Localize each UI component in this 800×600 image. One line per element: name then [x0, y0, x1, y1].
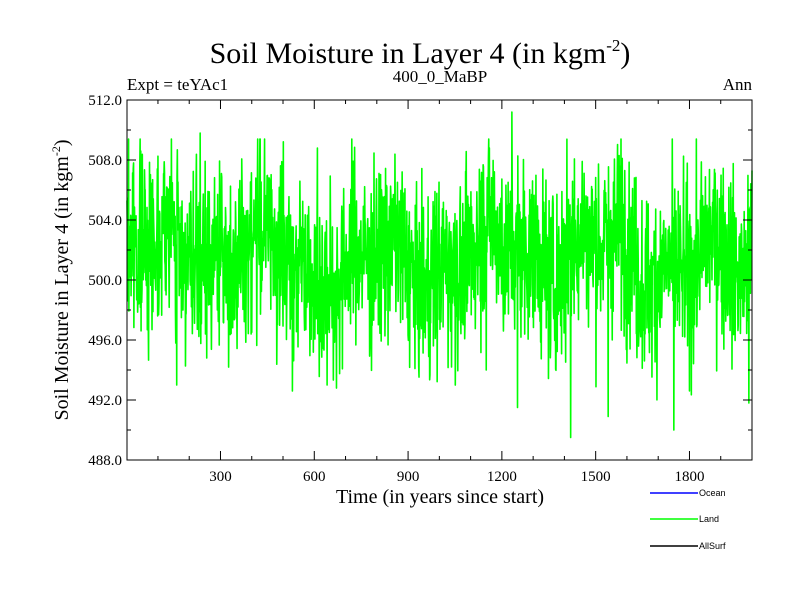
y-tick-label: 508.0: [88, 153, 122, 169]
x-tick-label: 600: [303, 469, 326, 485]
subtitle-center: 400_0_MaBP: [393, 67, 487, 86]
y-tick-label: 512.0: [88, 93, 122, 109]
legend-entry-ocean: Ocean: [650, 488, 726, 498]
y-axis-label-close: ): [51, 139, 73, 146]
legend-entry-allsurf: AllSurf: [650, 541, 726, 551]
y-tick-label: 500.0: [88, 273, 122, 289]
chart-title-sup: -2: [606, 36, 620, 55]
legend: Ocean Land AllSurf: [650, 488, 726, 551]
x-tick-label: 300: [209, 469, 232, 485]
y-axis-label: Soil Moisture in Layer 4 (in kgm-2): [49, 139, 73, 420]
legend-label-land: Land: [699, 514, 719, 524]
legend-label-ocean: Ocean: [699, 488, 726, 498]
y-tick-label: 496.0: [88, 333, 122, 349]
subtitle-left: Expt = teYAc1: [127, 75, 228, 94]
y-tick-label: 488.0: [88, 453, 122, 469]
y-tick-label: 504.0: [88, 213, 122, 229]
x-axis-label: Time (in years since start): [336, 486, 544, 508]
x-tick-label: 1200: [487, 469, 517, 485]
subtitle-right: Ann: [723, 75, 753, 94]
y-axis-label-sup: -2: [49, 146, 63, 156]
legend-entry-land: Land: [650, 514, 719, 524]
y-tick-label: 492.0: [88, 393, 122, 409]
plot-frame: [126, 99, 753, 461]
legend-label-allsurf: AllSurf: [699, 541, 726, 551]
x-tick-label: 1800: [674, 469, 704, 485]
tick-layer: 300 600 900 1200 1500 1800 488.0 492.0 496.0 500.…: [88, 93, 752, 485]
x-tick-label: 1500: [581, 469, 611, 485]
chart-title: Soil Moisture in Layer 4 (in kgm-2): [210, 36, 631, 70]
series-line-land: [126, 111, 753, 439]
x-tick-label: 900: [397, 469, 420, 485]
chart-title-close: ): [620, 37, 630, 70]
series-layer: [126, 111, 753, 439]
